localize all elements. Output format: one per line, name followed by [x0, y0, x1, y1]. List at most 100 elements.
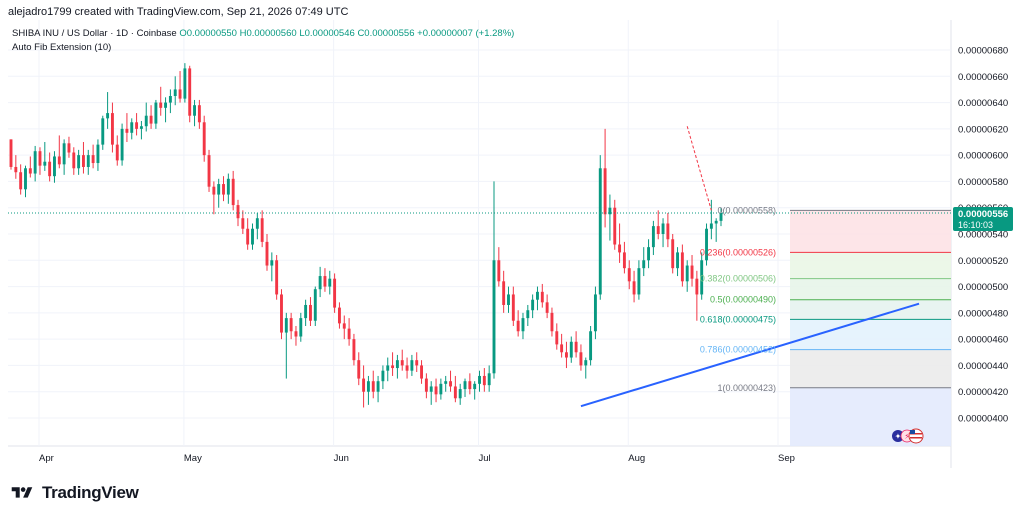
- candle-body: [357, 360, 361, 379]
- candle-body: [246, 228, 250, 245]
- candle-body: [135, 122, 139, 129]
- candle-body: [328, 278, 332, 287]
- fib-labels: 0(0.00000558) 0.236(0.00000526) 0.382(0.00…: [700, 205, 776, 392]
- candle-body: [468, 381, 472, 390]
- candle-body: [72, 152, 76, 169]
- candle-body: [420, 365, 423, 379]
- candle-body: [212, 186, 216, 195]
- x-tick-label: Aug: [628, 453, 645, 464]
- candle-body: [502, 281, 506, 305]
- bar-countdown: 16:10:03: [958, 220, 993, 230]
- candle-body: [101, 118, 105, 145]
- us-flag-stripe: [910, 437, 922, 439]
- y-tick-label: 0.00000580: [958, 177, 1008, 188]
- current-price-badge[interactable]: [953, 206, 1013, 231]
- candle-body: [507, 294, 510, 305]
- sparkle-icon[interactable]: [892, 430, 904, 442]
- candle-body: [405, 365, 409, 371]
- candle-body: [521, 318, 525, 332]
- fib-level-label: 0.618(0.00000475): [700, 314, 776, 324]
- ohlc-high: H0.00000560: [239, 28, 297, 39]
- candle-body: [434, 386, 438, 395]
- candle-body: [700, 260, 704, 295]
- candle-body: [164, 102, 168, 108]
- candle-body: [550, 312, 554, 332]
- ohlc-change: +0.00000007 (+1.28%): [417, 28, 515, 39]
- candle-body: [241, 218, 245, 229]
- y-tick-label: 0.00000420: [958, 387, 1008, 398]
- trendline[interactable]: [580, 302, 920, 408]
- y-tick-label: 0.00000520: [958, 256, 1008, 267]
- fib-zone: [790, 278, 951, 300]
- fib-extension: [790, 209, 951, 446]
- candle-body: [309, 304, 312, 321]
- candle-body: [57, 156, 61, 165]
- candle-body: [333, 278, 337, 308]
- y-tick-label: 0.00000640: [958, 98, 1008, 109]
- candle-body: [473, 383, 477, 390]
- fib-zone: [790, 387, 951, 446]
- candle-body: [28, 168, 32, 174]
- candle-body: [270, 260, 274, 266]
- drawings: [8, 126, 951, 408]
- candle-body: [149, 115, 153, 124]
- candle-body: [299, 318, 303, 337]
- candle-body: [168, 96, 172, 103]
- candle-body: [444, 381, 448, 384]
- candle-body: [666, 223, 670, 240]
- candle-body: [661, 223, 665, 234]
- candle-body: [545, 302, 549, 313]
- candle-body: [381, 370, 385, 382]
- candle-body: [275, 260, 279, 295]
- candle-body: [82, 155, 85, 167]
- candle-body: [400, 360, 404, 366]
- candle-body: [342, 323, 346, 329]
- fib-zone: [790, 210, 951, 253]
- candle-body: [391, 365, 395, 369]
- symbol-legend[interactable]: SHIBA INU / US Dollar · 1D · Coinbase O0…: [12, 28, 514, 39]
- y-tick-label: 0.00000500: [958, 282, 1008, 293]
- candle-body: [458, 389, 462, 399]
- x-tick-label: Sep: [778, 453, 795, 464]
- candle-body: [236, 205, 240, 219]
- tradingview-brand[interactable]: TradingView: [8, 483, 139, 503]
- candle-body: [574, 341, 578, 353]
- candle-body: [569, 341, 573, 358]
- candle-body: [222, 184, 225, 195]
- indicator-legend[interactable]: Auto Fib Extension (10): [12, 42, 112, 53]
- candle-body: [579, 352, 583, 366]
- x-tick-label: May: [184, 453, 202, 464]
- candle-body: [313, 289, 317, 321]
- candle-body: [173, 89, 177, 96]
- candle-body: [14, 166, 18, 173]
- x-tick-label: Apr: [39, 453, 54, 464]
- candle-body: [347, 328, 351, 340]
- candle-body: [565, 352, 568, 358]
- candle-body: [632, 281, 636, 295]
- us-flag-stripe: [910, 433, 922, 435]
- candle-body: [38, 151, 42, 166]
- candle-body: [671, 239, 675, 269]
- candle-body: [24, 168, 27, 190]
- candle-body: [19, 172, 23, 190]
- candle-body: [178, 89, 182, 99]
- candle-body: [366, 381, 370, 392]
- candle-body: [598, 168, 602, 295]
- brand-name: TradingView: [42, 483, 139, 502]
- candle-body: [130, 122, 134, 133]
- candle-body: [337, 307, 341, 324]
- candle-body: [453, 386, 457, 399]
- candle-body: [43, 161, 47, 166]
- candle-body: [695, 278, 699, 295]
- fib-zone: [790, 349, 951, 388]
- candle-body: [77, 155, 81, 169]
- candle-body: [9, 139, 13, 167]
- y-tick-label: 0.00000440: [958, 361, 1008, 372]
- candle-body: [294, 331, 298, 337]
- attribution: alejadro1799 created with TradingView.co…: [8, 6, 349, 18]
- candles: [9, 63, 723, 408]
- candle-body: [622, 252, 626, 269]
- fib-zone: [790, 299, 951, 320]
- candle-body: [67, 143, 71, 153]
